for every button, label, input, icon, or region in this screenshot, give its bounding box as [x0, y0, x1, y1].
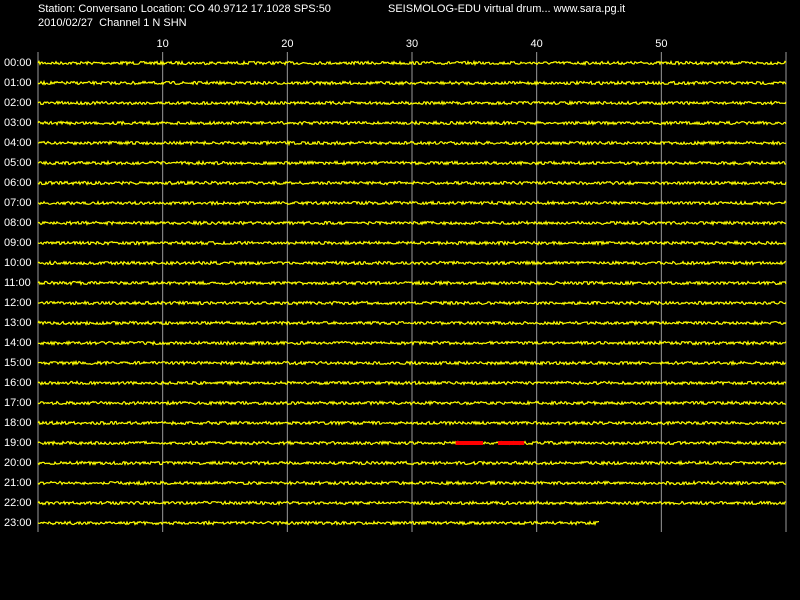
trace: [37, 200, 787, 207]
event-marker: [455, 441, 484, 445]
row-label: 05:00: [4, 157, 32, 169]
trace: [37, 379, 787, 387]
trace: [37, 259, 787, 267]
row-label: 02:00: [4, 97, 32, 109]
trace: [37, 299, 787, 307]
x-tick-label: 50: [655, 38, 667, 50]
row-label: 22:00: [4, 497, 32, 509]
trace: [37, 239, 787, 247]
trace: [37, 99, 787, 106]
station-info: Station: Conversano Location: CO 40.9712…: [38, 3, 331, 15]
row-label: 19:00: [4, 437, 32, 449]
row-label: 14:00: [4, 337, 32, 349]
trace: [37, 159, 787, 167]
trace: [37, 59, 787, 67]
row-label: 01:00: [4, 77, 32, 89]
trace: [37, 319, 787, 327]
row-label: 18:00: [4, 417, 32, 429]
trace: [37, 139, 787, 147]
trace: [37, 79, 787, 87]
row-label: 09:00: [4, 237, 32, 249]
x-tick-label: 10: [157, 38, 169, 50]
row-label: 11:00: [4, 277, 31, 289]
row-label: 13:00: [4, 317, 32, 329]
trace: [37, 119, 787, 127]
row-label: 07:00: [4, 197, 32, 209]
channel-info: 2010/02/27 Channel 1 N SHN: [38, 17, 187, 29]
row-label: 06:00: [4, 177, 32, 189]
row-label: 17:00: [4, 397, 32, 409]
x-tick-label: 20: [281, 38, 293, 50]
trace: [37, 399, 787, 407]
x-tick-label: 40: [531, 38, 543, 50]
trace: [37, 420, 787, 427]
row-label: 00:00: [4, 57, 32, 69]
row-label: 16:00: [4, 377, 32, 389]
row-label: 23:00: [4, 517, 32, 529]
row-label: 10:00: [4, 257, 32, 269]
trace: [37, 179, 787, 187]
event-marker: [498, 441, 525, 445]
row-label: 03:00: [4, 117, 32, 129]
row-label: 21:00: [4, 477, 32, 489]
row-label: 08:00: [4, 217, 32, 229]
trace: [37, 339, 787, 347]
row-label: 15:00: [4, 357, 32, 369]
row-label: 04:00: [4, 137, 32, 149]
trace: [37, 359, 786, 367]
trace: [37, 500, 786, 506]
trace: [37, 479, 787, 487]
row-label: 20:00: [4, 457, 32, 469]
x-tick-label: 30: [406, 38, 418, 50]
trace: [37, 279, 787, 287]
trace: [37, 219, 787, 227]
trace: [37, 519, 599, 527]
row-label: 12:00: [4, 297, 32, 309]
trace: [37, 459, 787, 467]
app-title: SEISMOLOG-EDU virtual drum... www.sara.p…: [388, 3, 625, 15]
trace: [37, 439, 787, 447]
